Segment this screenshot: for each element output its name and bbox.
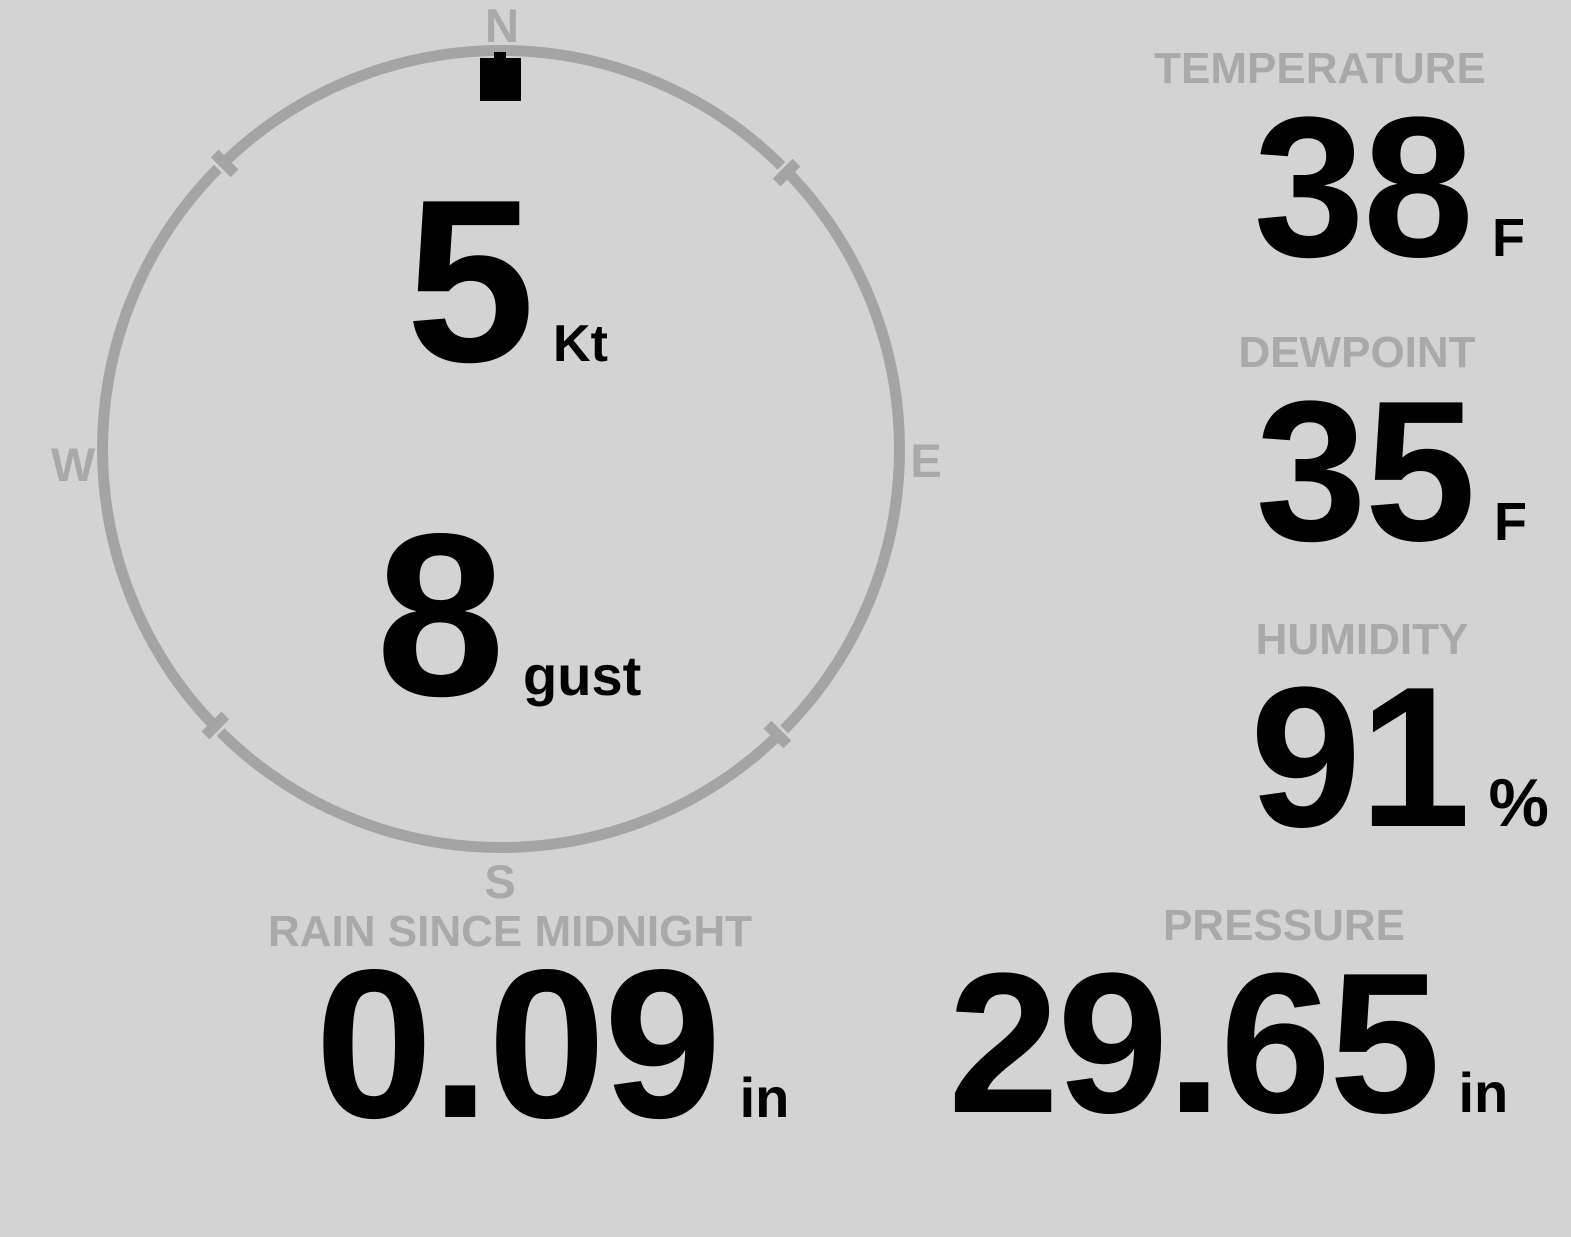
dewpoint-label: DEWPOINT bbox=[1238, 328, 1476, 377]
wind-gust-unit: gust bbox=[523, 644, 642, 707]
pressure-value: 29.65 bbox=[948, 932, 1440, 1155]
wind-direction-marker-tip bbox=[494, 52, 506, 61]
compass-ring bbox=[97, 45, 905, 853]
rain-unit: in bbox=[739, 1066, 790, 1129]
dewpoint-row: 35 F bbox=[1256, 372, 1527, 572]
wind-gust-value: 8 bbox=[376, 486, 505, 745]
cardinal-west-label: W bbox=[50, 438, 96, 491]
humidity-unit: % bbox=[1488, 765, 1549, 841]
humidity-label: HUMIDITY bbox=[1255, 615, 1469, 664]
wind-gust-row: 8 gust bbox=[376, 500, 641, 732]
cardinal-north-label: N bbox=[485, 0, 519, 52]
temperature-unit: F bbox=[1492, 208, 1525, 268]
cardinal-east-label: E bbox=[910, 434, 942, 487]
pressure-row: 29.65 in bbox=[948, 944, 1508, 1144]
pressure-unit: in bbox=[1458, 1061, 1509, 1124]
temperature-row: 38 F bbox=[1254, 88, 1525, 288]
cardinal-south-label: S bbox=[484, 855, 516, 908]
dewpoint-value: 35 bbox=[1255, 360, 1476, 583]
pressure-label: PRESSURE bbox=[1162, 901, 1406, 950]
rain-value: 0.09 bbox=[315, 925, 722, 1162]
wind-speed-row: 5 Kt bbox=[406, 166, 608, 398]
humidity-value: 91 bbox=[1250, 646, 1470, 869]
wind-speed-unit: Kt bbox=[553, 315, 608, 373]
temperature-label: TEMPERATURE bbox=[1154, 44, 1486, 93]
rain-row: 0.09 in bbox=[315, 938, 789, 1150]
humidity-row: 91 % bbox=[1250, 658, 1549, 858]
wind-speed-value: 5 bbox=[406, 152, 535, 411]
temperature-value: 38 bbox=[1253, 76, 1474, 299]
dewpoint-unit: F bbox=[1494, 492, 1527, 552]
wind-direction-marker bbox=[480, 58, 521, 101]
